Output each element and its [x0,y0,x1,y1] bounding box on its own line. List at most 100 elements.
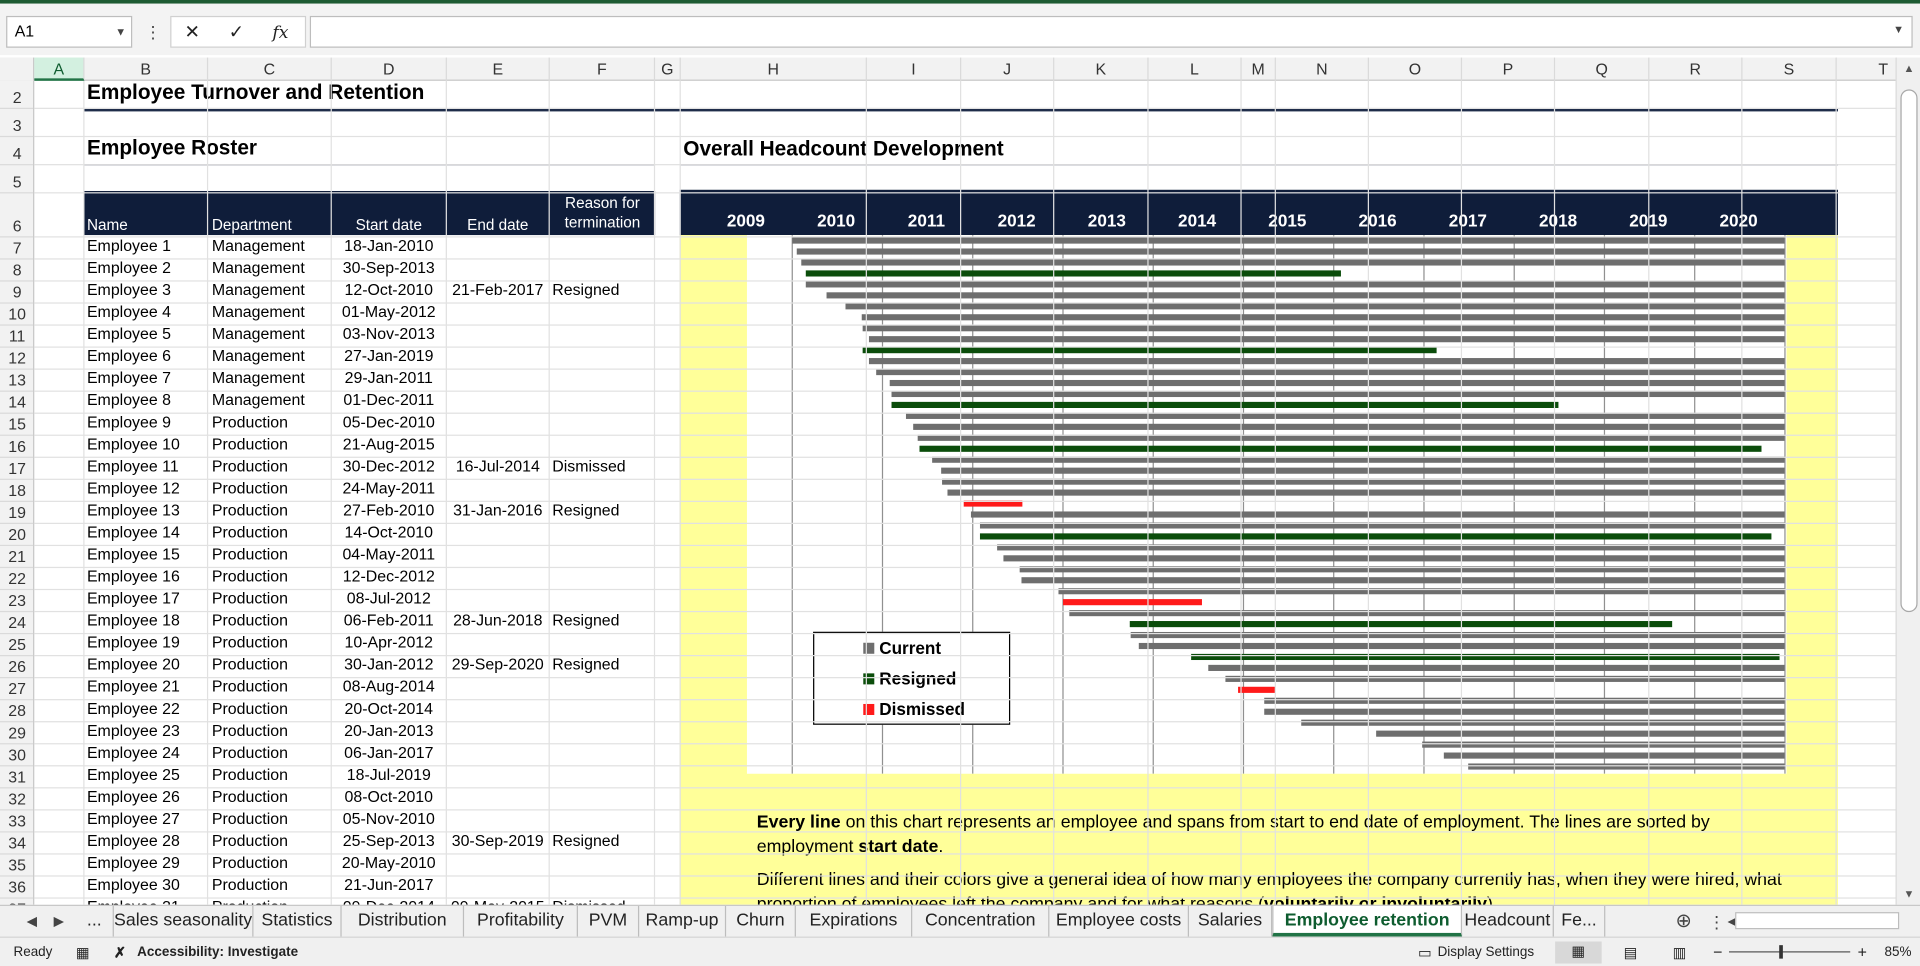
vertical-scroll-thumb[interactable] [1900,89,1918,613]
tab-prev-icon[interactable]: ◀ [26,914,38,930]
row-header-17[interactable]: 17 [0,458,34,480]
tab-employee-retention[interactable]: Employee retention [1272,905,1463,937]
normal-view-icon[interactable]: ▦ [1555,941,1602,964]
zoom-slider-thumb[interactable] [1779,945,1783,959]
row-header-13[interactable]: 13 [0,370,34,392]
expand-formula-icon[interactable]: ▼ [1893,23,1905,36]
row-header-30[interactable]: 30 [0,744,34,767]
col-header-d[interactable]: D [332,57,447,81]
row-header-11[interactable]: 11 [0,326,34,348]
row-header-8[interactable]: 8 [0,260,34,282]
more-options-icon[interactable]: ⋮ [144,22,162,42]
insert-function-icon[interactable]: fx [272,23,289,43]
tab-more[interactable]: ... [76,905,114,937]
row-header-36[interactable]: 36 [0,877,34,899]
col-header-q[interactable]: Q [1555,57,1650,81]
tab-distribution[interactable]: Distribution [342,905,465,937]
zoom-level[interactable]: 85% [1884,945,1912,960]
row-header-14[interactable]: 14 [0,392,34,414]
formula-input[interactable]: ▼ [309,15,1913,48]
row-header-34[interactable]: 34 [0,833,34,855]
col-header-a[interactable]: A [34,57,85,81]
cancel-icon[interactable]: ✕ [184,22,200,43]
zoom-out-icon[interactable]: − [1713,942,1723,962]
row-header-3[interactable]: 3 [0,109,34,138]
row-header-25[interactable]: 25 [0,634,34,657]
page-break-icon[interactable]: ▥ [1672,943,1687,962]
row-header-29[interactable]: 29 [0,722,34,745]
row-header-28[interactable]: 28 [0,700,34,723]
tab-headcount[interactable]: Headcount [1462,905,1554,937]
row-header-31[interactable]: 31 [0,766,34,789]
macro-record-icon[interactable]: ▦ [75,943,90,962]
tab-churn[interactable]: Churn [726,905,796,937]
row-header-21[interactable]: 21 [0,546,34,569]
status-display-settings[interactable]: Display Settings [1437,945,1535,960]
row-header-15[interactable]: 15 [0,414,34,436]
row-header-24[interactable]: 24 [0,612,34,635]
confirm-icon[interactable]: ✓ [228,22,245,43]
row-header-35[interactable]: 35 [0,855,34,877]
row-header-12[interactable]: 12 [0,348,34,370]
row-header-19[interactable]: 19 [0,502,34,525]
worksheet-grid[interactable]: Employee Turnover and Retention Employee… [34,80,1896,905]
tab-next-icon[interactable]: ▶ [53,914,64,930]
row-header-6[interactable]: 6 [0,193,34,238]
scroll-up-icon[interactable]: ▲ [1903,62,1915,75]
horizontal-scrollbar[interactable] [1735,912,1900,930]
tab-sales-seasonality[interactable]: Sales seasonality [114,905,254,937]
page-layout-icon[interactable]: ▤ [1623,943,1638,962]
col-header-c[interactable]: C [208,57,332,81]
row-header-10[interactable]: 10 [0,304,34,326]
row-header-16[interactable]: 16 [0,436,34,458]
row-header-22[interactable]: 22 [0,568,34,591]
tab-expirations[interactable]: Expirations [796,905,913,937]
row-header-26[interactable]: 26 [0,656,34,679]
col-header-r[interactable]: R [1649,57,1743,81]
tab-pvm[interactable]: PVM [578,905,640,937]
scroll-down-icon[interactable]: ▼ [1903,887,1915,900]
row-header-2[interactable]: 2 [0,81,34,109]
chevron-down-icon[interactable]: ▼ [115,25,127,38]
col-header-s[interactable]: S [1742,57,1837,81]
col-header-o[interactable]: O [1369,57,1463,81]
col-header-i[interactable]: I [867,57,962,81]
row-header-33[interactable]: 33 [0,810,34,833]
col-header-f[interactable]: F [550,57,656,81]
col-header-b[interactable]: B [84,57,209,81]
col-header-p[interactable]: P [1462,57,1556,81]
tab-profitability[interactable]: Profitability [464,905,578,937]
row-header-32[interactable]: 32 [0,788,34,811]
tabs-options-icon[interactable]: ⋮ [1708,912,1726,932]
row-header-5[interactable]: 5 [0,165,34,194]
col-header-m[interactable]: M [1242,57,1276,81]
tab-ramp-up[interactable]: Ramp-up [639,905,727,937]
row-header-4[interactable]: 4 [0,137,34,166]
tab-salaries[interactable]: Salaries [1189,905,1273,937]
add-sheet-icon[interactable]: ⊕ [1675,910,1692,932]
col-header-n[interactable]: N [1276,57,1369,81]
row-header-7[interactable]: 7 [0,238,34,260]
hscroll-left-icon[interactable]: ◀ [1727,914,1738,930]
zoom-in-icon[interactable]: + [1857,942,1867,962]
col-header-e[interactable]: E [447,57,550,81]
display-settings-icon[interactable]: ▭ [1417,943,1432,962]
tab-concentration[interactable]: Concentration [912,905,1050,937]
zoom-slider[interactable] [1728,951,1851,953]
col-header-t[interactable]: T [1837,58,1920,81]
row-header-18[interactable]: 18 [0,480,34,502]
vertical-scrollbar[interactable]: ▲ ▼ [1895,57,1920,905]
col-header-l[interactable]: L [1149,57,1242,81]
col-header-h[interactable]: H [681,57,867,81]
select-all-corner[interactable] [0,57,35,81]
col-header-g[interactable]: G [655,57,681,81]
accessibility-icon[interactable]: ✗ [113,943,127,962]
row-header-9[interactable]: 9 [0,282,34,304]
col-header-j[interactable]: J [961,57,1055,81]
tab-statistics[interactable]: Statistics [253,905,342,937]
row-header-23[interactable]: 23 [0,590,34,613]
row-header-20[interactable]: 20 [0,524,34,547]
status-accessibility[interactable]: Accessibility: Investigate [137,945,299,960]
name-box[interactable]: A1 ▼ [6,15,133,48]
row-header-37[interactable]: 37 [0,899,33,905]
